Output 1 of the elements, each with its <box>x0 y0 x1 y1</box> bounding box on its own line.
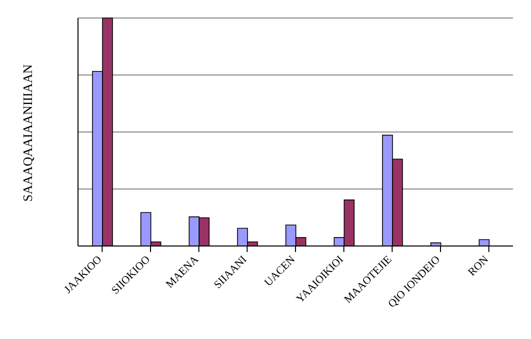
y-axis-title: SAAAQAAIAANIIIAAN <box>20 64 35 202</box>
